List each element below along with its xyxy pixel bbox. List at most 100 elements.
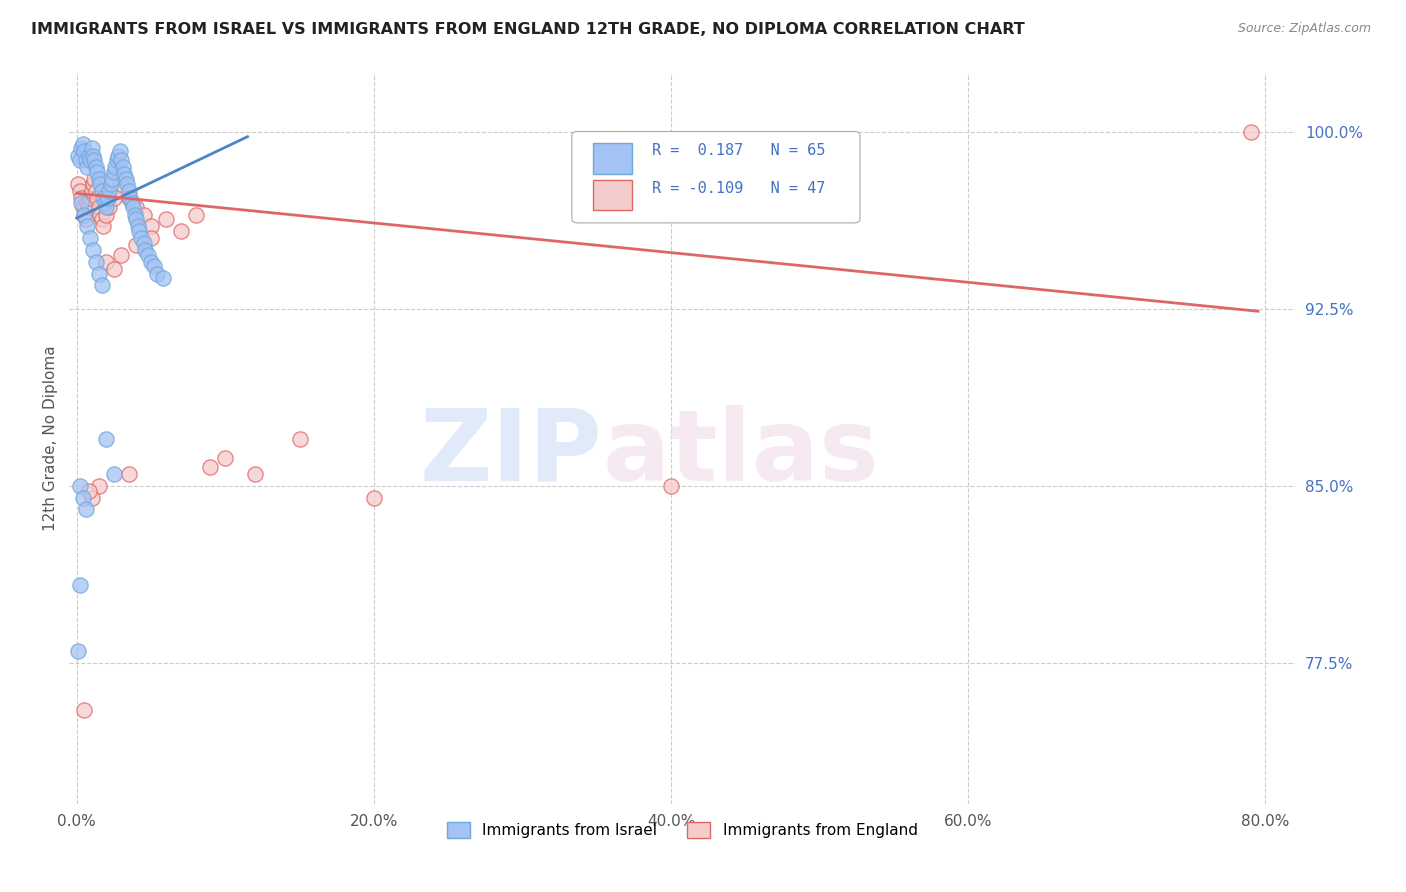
Point [363,491,385,505]
Point [77,201,100,215]
Point [82,148,104,162]
Point [76,161,98,175]
Point [124,208,146,222]
Point [84,184,107,198]
Point [114,172,136,186]
Point [129,231,152,245]
Point [67,644,90,658]
Point [67,177,90,191]
Text: IMMIGRANTS FROM ISRAEL VS IMMIGRANTS FROM ENGLAND 12TH GRADE, NO DIPLOMA CORRELA: IMMIGRANTS FROM ISRAEL VS IMMIGRANTS FRO… [31,22,1025,37]
Point [200,459,222,474]
Point [90,278,112,293]
Point [103,191,125,205]
Point [288,432,311,446]
Point [80,141,103,155]
Point [96,254,118,268]
Text: R =  0.187   N = 65: R = 0.187 N = 65 [651,144,825,158]
Point [139,219,162,234]
Point [80,491,103,505]
Point [121,195,143,210]
Point [110,153,132,168]
Text: ZIP: ZIP [419,405,603,502]
Point [96,208,118,222]
Point [70,141,93,155]
Point [87,267,110,281]
Point [139,254,162,268]
Point [75,153,97,168]
Point [67,148,90,162]
Point [79,191,101,205]
Text: atlas: atlas [603,405,879,502]
Point [77,148,100,162]
Point [69,153,91,168]
Point [659,479,682,493]
Point [69,184,91,198]
Point [118,184,141,198]
Point [90,212,112,227]
Bar [593,180,631,211]
Point [184,208,207,222]
Point [111,161,134,175]
Point [73,208,96,222]
Point [1239,125,1261,139]
Point [136,247,159,261]
Point [127,219,149,234]
Point [112,168,135,182]
Point [93,219,115,234]
Point [76,219,98,234]
Point [86,191,108,205]
Point [104,161,127,175]
Text: R = -0.109   N = 47: R = -0.109 N = 47 [651,181,825,196]
Point [96,432,118,446]
Point [83,172,105,186]
Point [142,260,165,274]
Point [86,165,108,179]
Point [90,184,112,198]
Point [122,201,145,215]
Point [77,483,100,498]
Point [83,153,105,168]
Point [69,479,91,493]
Point [72,136,94,151]
Point [125,201,148,215]
Point [132,208,155,222]
Point [134,243,156,257]
Point [87,201,110,215]
Point [84,161,107,175]
Point [107,184,129,198]
Point [120,191,142,205]
Point [70,195,93,210]
Point [98,201,121,215]
Point [79,153,101,168]
Point [96,201,118,215]
Point [132,235,155,250]
FancyBboxPatch shape [572,131,860,223]
Point [103,261,125,276]
Point [70,191,93,205]
Point [75,212,97,227]
Bar [593,144,631,174]
Point [107,148,129,162]
Point [128,224,150,238]
Point [94,195,117,210]
Point [82,243,104,257]
Point [118,191,141,205]
Point [79,231,101,245]
Point [152,271,174,285]
Point [69,578,91,592]
Point [105,153,128,168]
Point [100,177,122,191]
Point [125,212,148,227]
Point [214,450,236,465]
Point [101,172,124,186]
Point [108,144,131,158]
Y-axis label: 12th Grade, No Diploma: 12th Grade, No Diploma [44,346,58,532]
Point [110,247,132,261]
Point [76,195,98,210]
Point [80,184,103,198]
Point [73,144,96,158]
Point [73,208,96,222]
Point [115,177,138,191]
Point [103,467,125,481]
Point [89,208,111,222]
